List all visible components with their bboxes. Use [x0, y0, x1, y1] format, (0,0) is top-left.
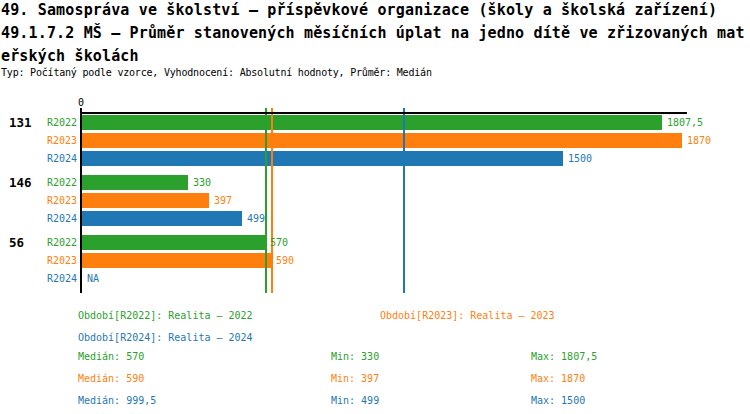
axis-zero-tick-label: 0: [70, 97, 92, 108]
stat-min-r2022: Min: 330: [331, 351, 379, 363]
report-title-line3: eřských školách: [1, 48, 139, 64]
bar-na-label: NA: [87, 272, 99, 286]
legend-item-r2023: Období[R2023]: Realita – 2023: [380, 310, 555, 322]
stat-min-r2024: Min: 499: [331, 395, 379, 407]
series-row-label: R2023: [30, 194, 77, 208]
stat-median-r2022: Medián: 570: [78, 351, 144, 363]
x-axis-line: [82, 112, 687, 114]
bar: [82, 253, 271, 268]
bar-value-label: 499: [247, 212, 265, 226]
report-subtitle: Typ: Počítaný podle vzorce, Vyhodnocení:…: [1, 66, 432, 79]
report-page: 49. Samospráva ve školství – příspěvkové…: [0, 0, 750, 414]
bar: [82, 193, 209, 208]
series-row-label: R2024: [30, 212, 77, 226]
y-axis-line: [80, 108, 82, 293]
report-title-line2: 49.1.7.2 MŠ – Průměr stanovených měsíční…: [1, 25, 745, 41]
bar-value-label: 1807,5: [667, 116, 703, 130]
bar: [82, 151, 563, 166]
bar: [82, 175, 188, 190]
bar-value-label: 1870: [687, 134, 711, 148]
bar: [82, 133, 682, 148]
stat-min-r2023: Min: 397: [331, 373, 379, 385]
legend-item-r2024: Období[R2024]: Realita – 2024: [78, 332, 253, 344]
series-row-label: R2022: [30, 116, 77, 130]
series-row-label: R2022: [30, 236, 77, 250]
series-row-label: R2023: [30, 134, 77, 148]
group-label: 131: [9, 115, 32, 130]
series-row-label: R2023: [30, 254, 77, 268]
bar-value-label: 397: [214, 194, 232, 208]
stat-median-r2024: Medián: 999,5: [78, 395, 156, 407]
stat-max-r2024: Max: 1500: [531, 395, 585, 407]
bar-value-label: 1500: [568, 152, 592, 166]
group-label: 56: [9, 235, 24, 250]
bar: [82, 211, 242, 226]
median-gridline: [265, 108, 267, 293]
series-row-label: R2024: [30, 152, 77, 166]
stat-max-r2022: Max: 1807,5: [531, 351, 597, 363]
stat-median-r2023: Medián: 590: [78, 373, 144, 385]
legend-item-r2022: Období[R2022]: Realita – 2022: [78, 310, 253, 322]
bar-value-label: 590: [276, 254, 294, 268]
bar-value-label: 570: [270, 236, 288, 250]
bar: [82, 115, 662, 130]
bar: [82, 235, 265, 250]
median-gridline: [403, 108, 405, 293]
bar-value-label: 330: [193, 176, 211, 190]
series-row-label: R2024: [30, 272, 77, 286]
median-gridline: [271, 108, 273, 293]
group-label: 146: [9, 175, 32, 190]
stat-max-r2023: Max: 1870: [531, 373, 585, 385]
series-row-label: R2022: [30, 176, 77, 190]
report-title-line1: 49. Samospráva ve školství – příspěvkové…: [1, 2, 717, 18]
